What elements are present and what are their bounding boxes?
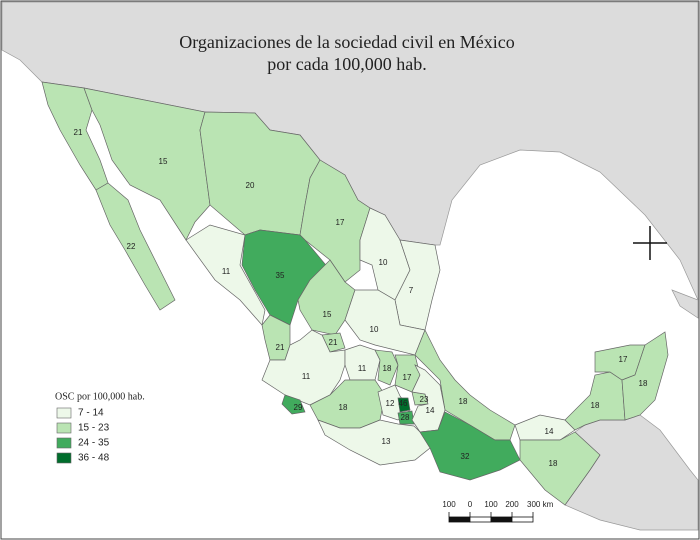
legend-swatch bbox=[56, 452, 72, 464]
legend-swatch bbox=[56, 437, 72, 449]
title: Organizaciones de la sociedad civil en M… bbox=[179, 32, 515, 52]
state bbox=[397, 410, 415, 425]
legend: 7 - 14 15 - 23 24 - 35 36 - 48 bbox=[56, 407, 110, 464]
state-value: 12 bbox=[386, 399, 395, 408]
state-value: 15 bbox=[323, 310, 332, 319]
state-value: 10 bbox=[370, 325, 379, 334]
state bbox=[95, 182, 176, 311]
state-value: 13 bbox=[382, 437, 391, 446]
state-value: 21 bbox=[276, 343, 285, 352]
state bbox=[519, 431, 601, 506]
state bbox=[419, 411, 521, 481]
state-value: 17 bbox=[403, 373, 412, 382]
state-value: 18 bbox=[549, 459, 558, 468]
north-arrow bbox=[633, 226, 667, 260]
legend-swatch bbox=[56, 422, 72, 434]
legend-title: OSC por 100,000 hab. bbox=[55, 391, 145, 402]
legend-label: 7 - 14 bbox=[78, 408, 104, 419]
state-value: 28 bbox=[401, 413, 410, 422]
state bbox=[411, 364, 446, 433]
state-value: 18 bbox=[639, 379, 648, 388]
state-value: 11 bbox=[358, 364, 367, 373]
state-value: 18 bbox=[459, 397, 468, 406]
scale-segment bbox=[490, 516, 513, 523]
state-value: 29 bbox=[294, 403, 303, 412]
state-value: 22 bbox=[127, 242, 136, 251]
state-value: 10 bbox=[379, 258, 388, 267]
state-value: 21 bbox=[74, 128, 83, 137]
state-value: 32 bbox=[461, 452, 470, 461]
state-value: 35 bbox=[276, 271, 285, 280]
state-value: 21 bbox=[329, 338, 338, 347]
legend-label: 15 - 23 bbox=[78, 423, 110, 434]
title: por cada 100,000 hab. bbox=[267, 54, 426, 74]
scale-label: 0 bbox=[468, 500, 473, 509]
state-value: 11 bbox=[302, 372, 311, 381]
scale-label: 100 bbox=[484, 500, 498, 509]
state-value: 14 bbox=[426, 406, 435, 415]
legend-label: 24 - 35 bbox=[78, 438, 110, 449]
state bbox=[621, 331, 669, 421]
state-value: 14 bbox=[545, 427, 554, 436]
state bbox=[281, 394, 306, 415]
state-value: 17 bbox=[336, 218, 345, 227]
state-value: 17 bbox=[619, 355, 628, 364]
scale-label: 200 bbox=[505, 500, 519, 509]
legend-swatch bbox=[56, 407, 72, 419]
scale-segment bbox=[448, 516, 471, 523]
state-value: 7 bbox=[409, 286, 414, 295]
state bbox=[344, 344, 381, 381]
state-value: 18 bbox=[383, 364, 392, 373]
cuba bbox=[671, 289, 699, 319]
legend-label: 36 - 48 bbox=[78, 453, 110, 464]
state-value: 46 bbox=[399, 399, 408, 408]
state bbox=[397, 397, 411, 413]
state-value: 15 bbox=[159, 157, 168, 166]
states: 21 15 20 17 22 11 35 10 7 15 10 21 21 11 11 18 17 18 29 18 1… bbox=[41, 81, 669, 506]
state-value: 11 bbox=[222, 267, 231, 276]
state-value: 23 bbox=[420, 395, 429, 404]
state bbox=[185, 224, 266, 326]
scale-bar: 100 0 100 200 300 km bbox=[442, 500, 554, 523]
scale-segment bbox=[469, 516, 492, 523]
scale-segment bbox=[511, 516, 534, 523]
scale-label: 300 km bbox=[527, 500, 554, 509]
state bbox=[374, 349, 399, 386]
state-value: 18 bbox=[339, 403, 348, 412]
scale-label: 100 bbox=[442, 500, 456, 509]
state-value: 20 bbox=[246, 181, 255, 190]
state-value: 18 bbox=[591, 401, 600, 410]
